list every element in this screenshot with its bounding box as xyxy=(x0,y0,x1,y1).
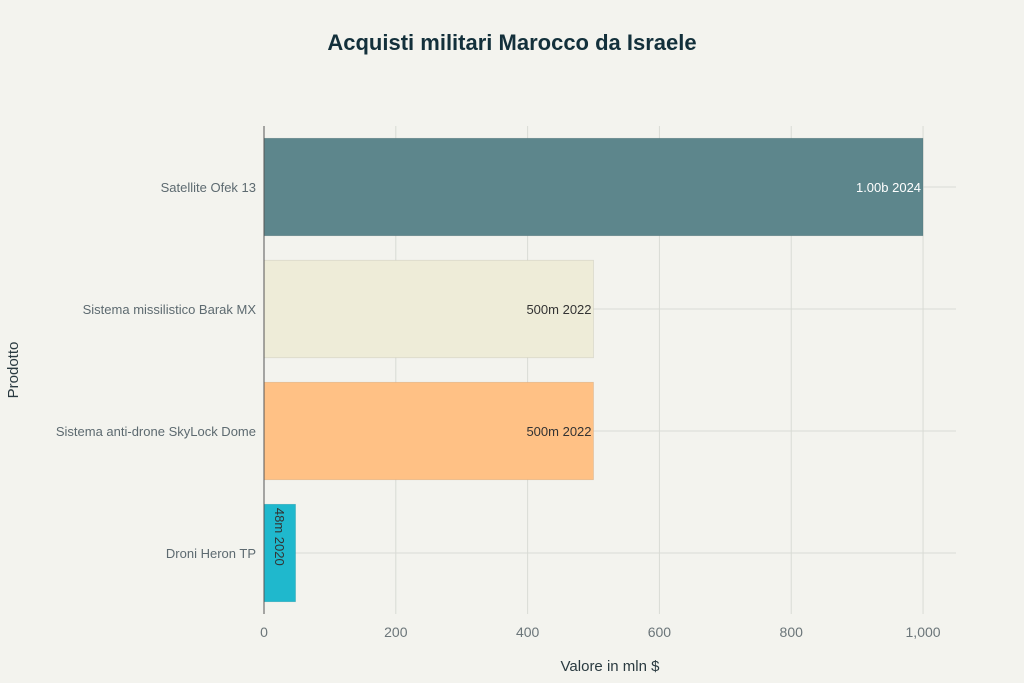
x-tick-label: 200 xyxy=(384,624,408,640)
bars: 1.00b 2024 500m 2022 500m 2022 48m 2020 xyxy=(263,137,924,603)
category-label: Sistema anti-drone SkyLock Dome xyxy=(56,424,256,439)
data-label: 500m 2022 xyxy=(526,302,591,317)
bar xyxy=(263,259,594,359)
category-labels: Satellite Ofek 13 Sistema missilistico Ba… xyxy=(56,180,256,561)
bar xyxy=(263,503,296,603)
data-label: 48m 2020 xyxy=(272,508,287,566)
data-label: 500m 2022 xyxy=(526,424,591,439)
x-tick-label: 0 xyxy=(260,624,268,640)
bar xyxy=(263,381,594,481)
x-tick-label: 400 xyxy=(516,624,540,640)
category-label: Satellite Ofek 13 xyxy=(161,180,256,195)
category-label: Sistema missilistico Barak MX xyxy=(83,302,257,317)
x-tick-label: 1,000 xyxy=(906,624,941,640)
x-tick-label: 800 xyxy=(780,624,804,640)
x-axis-title: Valore in mln $ xyxy=(561,658,661,675)
category-label: Droni Heron TP xyxy=(166,546,256,561)
y-axis-title: Prodotto xyxy=(5,342,22,399)
chart-title: Acquisti militari Marocco da Israele xyxy=(327,30,696,55)
x-tick-labels: 0 200 400 600 800 1,000 xyxy=(260,624,941,640)
data-label: 1.00b 2024 xyxy=(856,180,921,195)
x-tick-label: 600 xyxy=(648,624,672,640)
bar xyxy=(263,137,924,237)
